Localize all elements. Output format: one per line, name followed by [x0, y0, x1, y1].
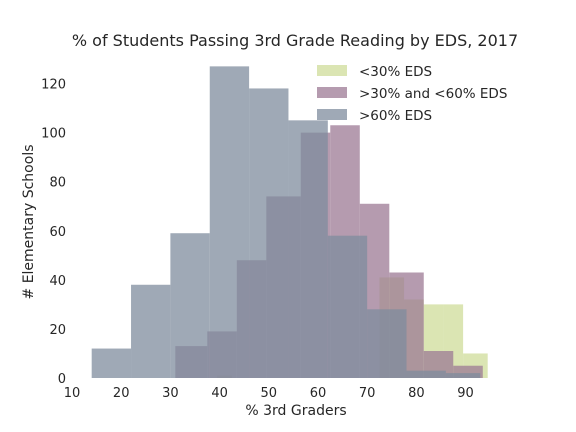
x-tick-label: 40	[211, 386, 228, 401]
y-tick-label: 80	[49, 176, 66, 191]
bar-series-3-bin-7	[327, 235, 368, 378]
x-tick-label: 80	[408, 386, 425, 401]
plot-area	[91, 66, 488, 378]
y-axis-ticks: 0 20 40 60 80 100 120	[41, 78, 66, 387]
bar-series-3-bin-8	[367, 309, 407, 378]
y-axis-label: # Elementary Schools	[21, 145, 37, 300]
bar-series-3-bin-9	[406, 370, 446, 378]
x-tick-label: 60	[310, 386, 327, 401]
legend-label-1: <30% EDS	[359, 64, 432, 80]
x-axis-ticks: 10 20 30 40 50 60 70 80 90	[64, 386, 474, 401]
legend-swatch-1	[317, 65, 347, 76]
series-3-bars	[91, 66, 481, 378]
y-tick-label: 0	[58, 372, 66, 387]
bar-series-3-bin-10	[445, 373, 481, 378]
bar-series-3-bin-5	[249, 88, 289, 378]
legend-swatch-2	[317, 87, 347, 98]
y-tick-label: 20	[49, 323, 66, 338]
y-tick-label: 100	[41, 127, 66, 142]
bar-series-3-bin-2	[131, 284, 171, 378]
x-tick-label: 20	[113, 386, 130, 401]
x-tick-label: 10	[64, 386, 81, 401]
bar-series-3-bin-1	[91, 348, 132, 378]
x-tick-label: 50	[261, 386, 278, 401]
y-tick-label: 120	[41, 78, 66, 93]
bar-series-3-bin-4	[209, 66, 250, 378]
legend: <30% EDS >30% and <60% EDS >60% EDS	[317, 64, 507, 124]
bar-series-3-bin-3	[170, 233, 210, 378]
legend-label-2: >30% and <60% EDS	[359, 86, 507, 102]
bar-series-3-bin-6	[288, 120, 328, 378]
y-tick-label: 40	[49, 274, 66, 289]
x-tick-label: 70	[359, 386, 376, 401]
chart-title: % of Students Passing 3rd Grade Reading …	[72, 31, 518, 50]
legend-label-3: >60% EDS	[359, 108, 432, 124]
legend-swatch-3	[317, 109, 347, 120]
x-axis-label: % 3rd Graders	[245, 403, 346, 419]
x-tick-label: 90	[457, 386, 474, 401]
x-tick-label: 30	[162, 386, 179, 401]
y-tick-label: 60	[49, 225, 66, 240]
